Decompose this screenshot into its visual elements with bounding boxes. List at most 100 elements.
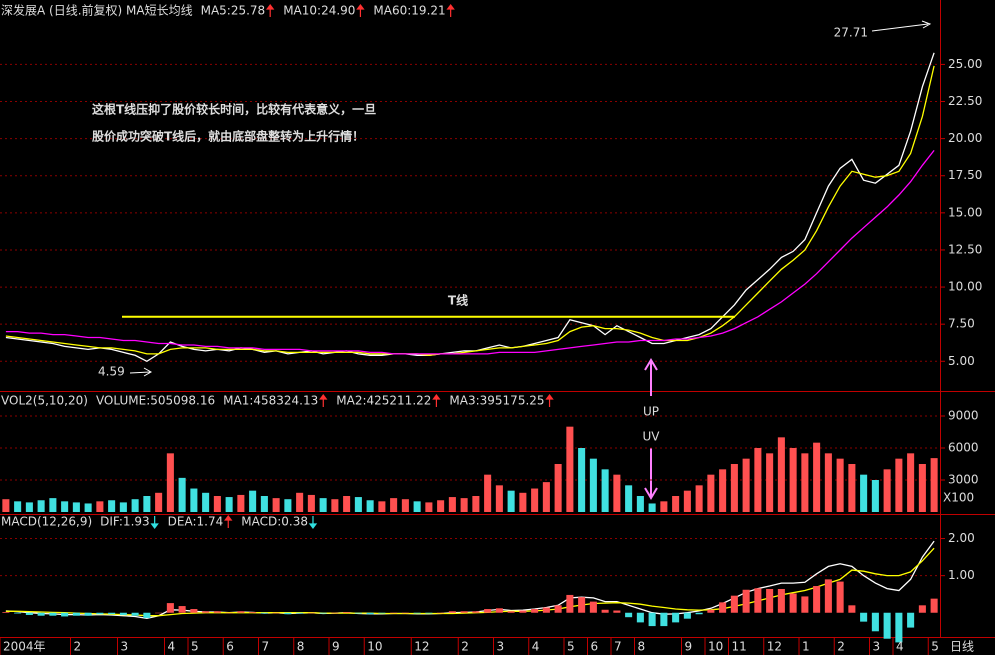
bar	[84, 612, 92, 616]
bar	[484, 474, 492, 512]
low-label: 4.59	[98, 365, 125, 379]
bar	[495, 485, 503, 512]
bar	[813, 442, 821, 512]
trend-arrow	[356, 4, 365, 17]
trend-arrow	[319, 394, 328, 407]
bar	[930, 458, 938, 512]
bar	[237, 611, 245, 613]
trend-arrow	[224, 515, 233, 528]
marker-label: UP	[643, 405, 659, 419]
bar	[460, 611, 468, 613]
bar	[319, 498, 327, 512]
bar	[777, 589, 785, 613]
bar	[507, 490, 515, 512]
trend-arrow	[545, 394, 554, 407]
bar	[307, 494, 315, 512]
x-tick-label: 2	[74, 640, 82, 654]
bar	[131, 612, 139, 616]
bar	[202, 611, 210, 613]
x-tick-label: 11	[732, 640, 747, 654]
t-line-label: T线	[448, 292, 468, 307]
bar	[836, 581, 844, 613]
bar	[155, 612, 163, 614]
y-tick-label: 15.00	[948, 205, 982, 219]
bar	[272, 612, 280, 614]
bar	[507, 611, 515, 613]
bar	[331, 612, 339, 614]
bar	[249, 612, 257, 613]
bar	[108, 612, 116, 615]
pointer	[871, 20, 932, 32]
bar	[61, 501, 69, 512]
x-tick-label: 5	[931, 640, 939, 654]
bar	[143, 612, 151, 618]
bar	[648, 612, 656, 627]
bar	[343, 496, 351, 512]
bar	[695, 612, 703, 615]
y-tick-label: 2.00	[948, 531, 975, 545]
bar	[37, 612, 45, 616]
y-tick-label: 3000	[948, 473, 979, 487]
bar	[930, 598, 938, 613]
y-tick-label: 20.00	[948, 131, 982, 145]
x-tick-label: 10	[708, 640, 723, 654]
bar	[883, 469, 891, 512]
bar	[566, 426, 574, 512]
bar	[390, 612, 398, 614]
x-tick-label: 8	[297, 640, 305, 654]
bar	[378, 501, 386, 512]
bar	[166, 453, 174, 512]
bar	[49, 498, 57, 512]
unit-label: X100	[943, 491, 974, 505]
bar	[472, 496, 480, 512]
bar	[284, 612, 292, 615]
bar	[331, 499, 339, 512]
y-tick-label: 5.00	[948, 354, 975, 368]
x-tick-label: 9	[685, 640, 693, 654]
bar	[907, 612, 915, 628]
bar	[225, 497, 233, 512]
x-tick-label: 2	[837, 640, 845, 654]
annotation: 这根T线压抑了股价较长时间，比较有代表意义，一旦	[92, 102, 376, 117]
trend-arrow	[265, 4, 275, 17]
bar	[848, 464, 856, 512]
bar	[190, 488, 198, 512]
bar	[25, 502, 33, 512]
bar	[390, 498, 398, 512]
bar	[601, 469, 609, 512]
bar	[895, 458, 903, 512]
panel-title: VOL2(5,10,20)	[1, 394, 88, 408]
bar	[2, 612, 10, 613]
bar	[531, 609, 539, 613]
bar	[166, 603, 174, 613]
bar	[589, 458, 597, 512]
bar	[519, 492, 527, 512]
bar	[754, 588, 762, 613]
bar	[72, 612, 80, 616]
bar	[366, 612, 374, 615]
x-tick-label: 4	[168, 640, 176, 654]
bar	[131, 499, 139, 512]
bar	[401, 499, 409, 512]
x-tick-label: 6	[591, 640, 599, 654]
legend-entry: MA2:425211.22	[336, 394, 431, 408]
bar	[14, 612, 22, 614]
bar	[871, 480, 879, 512]
bar	[37, 500, 45, 512]
trend-arrow	[150, 516, 159, 529]
x-tick-label: 4	[532, 640, 540, 654]
bar	[437, 612, 445, 614]
panel-title: MACD(12,26,9)	[1, 515, 92, 529]
bar	[672, 496, 680, 512]
line	[5, 540, 935, 619]
bar	[554, 464, 562, 512]
bar	[531, 488, 539, 512]
bar	[14, 501, 22, 512]
bar	[448, 611, 456, 613]
x-tick-label: 4	[896, 640, 904, 654]
bar	[237, 494, 245, 512]
bar	[625, 612, 633, 618]
bar	[578, 597, 586, 613]
bar	[178, 477, 186, 512]
bar	[425, 612, 433, 614]
